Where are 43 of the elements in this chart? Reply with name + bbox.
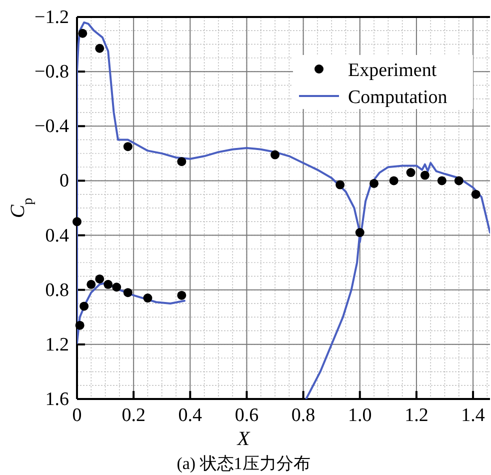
point — [370, 178, 379, 188]
point — [104, 280, 113, 289]
x-tick-label: 0.4 — [178, 405, 203, 426]
y-tick-label: 0.4 — [45, 225, 70, 246]
x-tick-label: 0.8 — [291, 405, 316, 426]
point — [75, 320, 84, 330]
point — [95, 274, 104, 284]
x-axis-title: X — [236, 428, 250, 450]
legend-label: Computation — [348, 87, 448, 108]
y-tick-label: −0.8 — [34, 62, 69, 83]
y-tick-label: 0 — [60, 170, 69, 192]
point — [355, 228, 364, 238]
y-tick-label: −0.4 — [34, 116, 70, 138]
x-tick-label: 1.0 — [348, 405, 372, 426]
x-tick-label: 0.2 — [122, 405, 146, 426]
point — [177, 157, 186, 166]
x-tick-label: 1.2 — [404, 405, 428, 426]
point — [389, 176, 398, 186]
point — [336, 180, 345, 190]
point — [437, 176, 446, 186]
legend-label: Experiment — [348, 60, 438, 81]
x-tick-label: 0.6 — [234, 405, 259, 426]
y-tick-label: 0.8 — [45, 280, 69, 301]
point — [123, 288, 132, 298]
text: (a) 状态1压力分布 — [176, 454, 310, 473]
point — [406, 168, 416, 178]
y-tick-label: 1.6 — [45, 389, 69, 410]
point — [471, 190, 480, 199]
point — [177, 290, 186, 300]
point — [78, 28, 88, 38]
point — [454, 176, 464, 186]
point — [420, 170, 430, 180]
point — [86, 280, 96, 289]
point — [143, 294, 152, 303]
point — [270, 150, 280, 160]
point — [123, 142, 132, 152]
x-tick-label: 1.4 — [461, 405, 486, 426]
point — [112, 282, 122, 292]
point — [80, 302, 89, 311]
point — [72, 217, 82, 226]
y-tick-label: 1.2 — [45, 334, 69, 356]
point — [95, 44, 104, 53]
y-tick-label: −1.2 — [34, 7, 69, 28]
